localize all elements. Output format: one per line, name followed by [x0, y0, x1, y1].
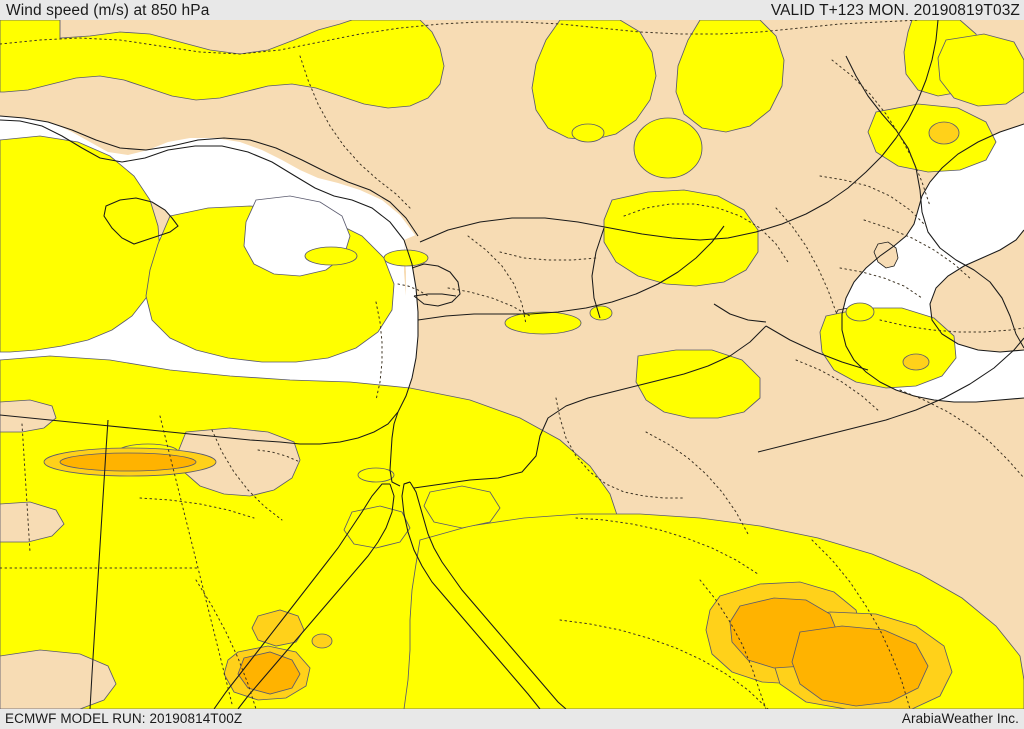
admin-gulf-1 — [839, 267, 923, 299]
map-canvas[interactable] — [0, 20, 1024, 709]
contour-amber-nile-2 — [251, 609, 305, 647]
border-egypt-israel — [403, 481, 411, 485]
admin-egypt-5 — [195, 579, 257, 709]
border-israel-jordan — [389, 411, 401, 487]
admin-turkey-1 — [0, 20, 921, 55]
contour-yellow-gulf-2 — [937, 33, 1024, 107]
admin-iraq-2 — [775, 207, 837, 313]
coast-turkey-south — [0, 119, 405, 241]
admin-turkey-2 — [299, 55, 413, 211]
contour-yellow-iraq — [603, 189, 759, 287]
contour-amber-small-1 — [311, 633, 333, 649]
contour-yellow-small-1 — [504, 311, 582, 335]
contour-yellow-oval-4 — [571, 123, 605, 143]
land-gulf-island-1 — [873, 241, 899, 269]
coast-egypt-north — [0, 414, 281, 443]
weather-map-svg — [0, 20, 1024, 709]
border-jordan-saudi — [413, 325, 767, 489]
contour-hole-sahara-1 — [0, 399, 57, 433]
coast-cyprus — [103, 197, 179, 245]
admin-egypt-7 — [21, 423, 31, 553]
admin-iran-3 — [879, 319, 1024, 333]
contour-hole-sahara-2 — [0, 501, 65, 543]
admin-saudi-4 — [811, 539, 911, 709]
admin-syria-1 — [467, 235, 527, 325]
admin-iran-1 — [831, 59, 931, 207]
contour-yellow-redsea-1 — [343, 505, 411, 549]
admin-syria-2 — [499, 251, 597, 261]
contour-yellow-north-strip — [0, 20, 445, 109]
admin-saudi-1 — [645, 431, 749, 535]
contour-yellow-small-2 — [589, 305, 613, 321]
border-israel-lebanon — [413, 293, 457, 297]
border-turkey-syria — [419, 20, 939, 243]
contour-orange-arabia-2 — [791, 625, 929, 707]
coast-arabia-redsea — [401, 481, 541, 709]
border-saudi-iraq-2 — [757, 337, 1024, 453]
admin-iraq-3 — [819, 175, 927, 227]
admin-border-layer — [0, 20, 1024, 709]
header-bar: Wind speed (m/s) at 850 hPa VALID T+123 … — [0, 0, 1024, 20]
contour-hole-sahara-3 — [0, 649, 117, 709]
model-run-label: ECMWF MODEL RUN: 20190814T00Z — [5, 711, 243, 726]
page-title: Wind speed (m/s) at 850 hPa — [6, 2, 210, 19]
contour-yellow-oval-5 — [633, 117, 703, 179]
border-iraq-iran — [845, 55, 1024, 349]
admin-egypt-3 — [139, 497, 255, 519]
admin-jordan-1 — [555, 397, 685, 499]
contour-yellow-redsea-2 — [423, 485, 501, 529]
admin-levant-1 — [375, 301, 383, 401]
contour-yellow-oval-6 — [845, 302, 875, 322]
border-turkey-coast-n — [0, 115, 419, 237]
admin-egypt-6 — [257, 449, 301, 463]
admin-syria-3 — [447, 287, 531, 317]
admin-levant-2 — [397, 283, 429, 297]
border-jordan-iraq — [713, 303, 767, 323]
contour-orange-nile — [237, 651, 301, 695]
contour-yellow-oval-1 — [357, 467, 395, 483]
footer-bar: ECMWF MODEL RUN: 20190814T00Z ArabiaWeat… — [0, 709, 1024, 729]
coast-sinai-east — [213, 483, 390, 709]
contour-orange-sahara — [59, 452, 197, 472]
contour-yellow-north-3 — [675, 20, 785, 133]
border-syria-iraq — [591, 227, 605, 319]
admin-egypt-2 — [211, 429, 283, 521]
coast-aqaba-west — [409, 481, 567, 709]
coast-levant — [279, 239, 419, 445]
coast-persian-gulf — [841, 123, 1024, 403]
border-lebanon — [411, 263, 461, 307]
admin-saudi-3 — [699, 579, 767, 709]
admin-iran-4 — [899, 389, 1024, 479]
coast-persian-gulf-2 — [929, 229, 1024, 353]
contour-band-orange — [59, 452, 929, 707]
admin-saudi-5 — [559, 619, 769, 709]
admin-gulf-2 — [795, 359, 881, 413]
contour-yellow-north-2 — [531, 20, 657, 141]
contour-yellow-jordan — [635, 349, 761, 419]
coastline-layer — [0, 119, 1024, 709]
border-syria-jordan — [417, 225, 725, 321]
attribution-label: ArabiaWeather Inc. — [901, 711, 1019, 726]
admin-iran-2 — [863, 219, 973, 281]
contour-yellow-oval-2 — [304, 246, 358, 266]
national-border-layer — [0, 20, 1024, 709]
contour-amber-small-2 — [928, 121, 960, 145]
valid-time-label: VALID T+123 MON. 20190819T03Z — [770, 2, 1020, 19]
contour-yellow-oval-3 — [383, 249, 429, 267]
border-saudi-iraq — [765, 325, 869, 371]
contour-amber-small-3 — [902, 353, 930, 371]
coast-gulf-suez — [237, 483, 395, 709]
admin-iraq-1 — [623, 203, 789, 263]
border-egypt-libya — [89, 419, 109, 709]
